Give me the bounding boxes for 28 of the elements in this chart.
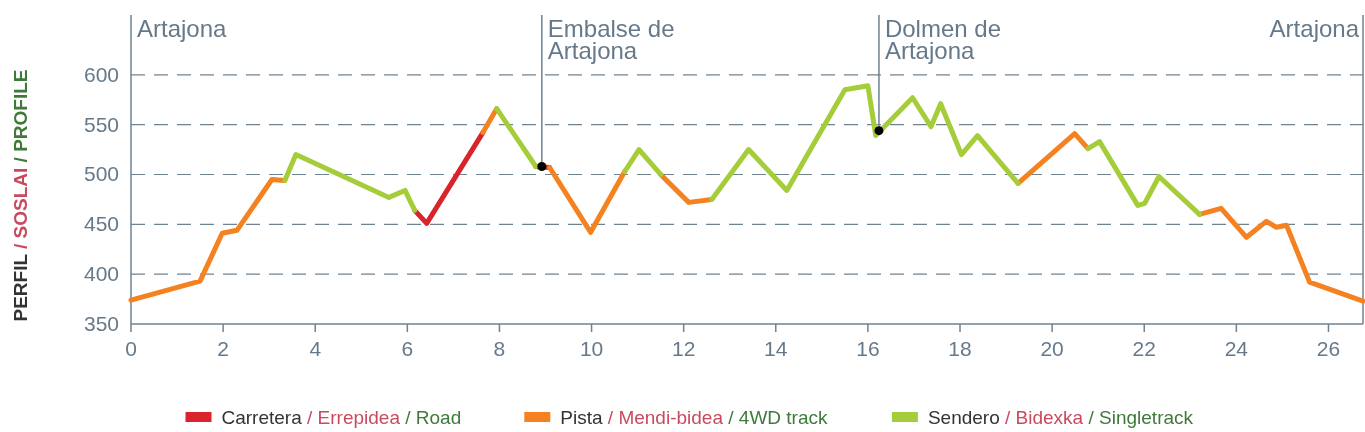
x-tick-label: 18: [948, 337, 972, 360]
x-tick-label: 20: [1040, 337, 1064, 360]
y-tick-label: 550: [83, 112, 119, 136]
x-tick-label: 10: [579, 337, 604, 360]
y-tick-label: 500: [83, 162, 119, 186]
y-tick-label: 400: [83, 262, 119, 286]
x-tick-label: 0: [125, 337, 137, 360]
y-tick-label: 600: [83, 62, 119, 86]
x-tick-label: 26: [1316, 337, 1341, 360]
legend-label: Carretera / Errepidea / Road: [221, 407, 462, 428]
x-tick-label: 16: [856, 337, 880, 360]
x-tick-label: 12: [671, 337, 696, 360]
x-tick-label: 14: [764, 337, 788, 360]
annotation: Artajona: [137, 15, 228, 42]
x-tick-label: 24: [1224, 337, 1249, 360]
y-tick-label: 450: [83, 212, 119, 236]
y-axis-title: PERFIL / SOSLAI / PROFILE: [10, 69, 31, 322]
y-tick-label: 350: [83, 312, 119, 335]
ref-line-label: Artajona: [1269, 15, 1360, 42]
x-tick-label: 8: [493, 337, 506, 360]
x-tick-label: 22: [1132, 337, 1156, 360]
ref-line-label: Dolmen de Artajona: [884, 15, 1002, 64]
ref-line-label: Embalse de Artajona: [547, 15, 675, 64]
legend-label: Sendero / Bidexka / Singletrack: [927, 407, 1194, 428]
x-tick-label: 4: [309, 337, 322, 360]
legend-label: Pista / Mendi-bidea / 4WD track: [560, 407, 828, 428]
x-tick-label: 6: [401, 337, 414, 360]
x-tick-label: 2: [217, 337, 229, 360]
